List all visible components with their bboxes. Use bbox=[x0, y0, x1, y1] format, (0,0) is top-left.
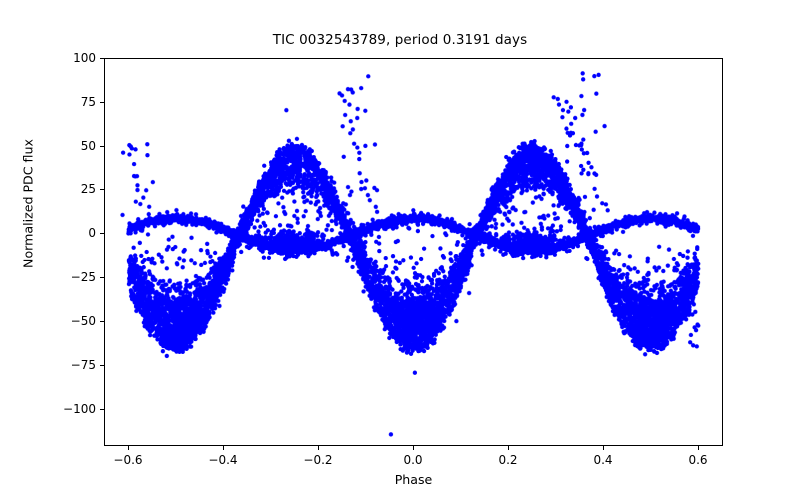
xtick-label: 0.6 bbox=[688, 453, 708, 467]
x-axis-label: Phase bbox=[394, 472, 433, 487]
xtick-mark bbox=[128, 446, 130, 450]
xtick-mark bbox=[603, 446, 605, 450]
xtick-label: −0.2 bbox=[303, 453, 333, 467]
ytick-label: −100 bbox=[63, 402, 96, 416]
ytick-mark bbox=[100, 321, 104, 323]
xtick-mark bbox=[413, 446, 415, 450]
ytick-mark bbox=[100, 102, 104, 104]
ytick-mark bbox=[100, 58, 104, 60]
ytick-label: 25 bbox=[80, 182, 96, 196]
y-axis-label: Normalized PDC flux bbox=[20, 139, 36, 268]
scatter-canvas bbox=[105, 59, 722, 445]
xtick-label: 0.0 bbox=[403, 453, 423, 467]
xtick-label: −0.6 bbox=[113, 453, 143, 467]
ytick-label: −75 bbox=[70, 358, 96, 372]
xtick-mark bbox=[223, 446, 225, 450]
ytick-label: −50 bbox=[70, 314, 96, 328]
chart-title: TIC 0032543789, period 0.3191 days bbox=[272, 32, 528, 48]
xtick-mark bbox=[508, 446, 510, 450]
ytick-label: −25 bbox=[70, 270, 96, 284]
xtick-mark bbox=[318, 446, 320, 450]
plot-area bbox=[104, 58, 723, 446]
ytick-mark bbox=[100, 365, 104, 367]
ytick-mark bbox=[100, 409, 104, 411]
xtick-mark bbox=[698, 446, 700, 450]
ytick-label: 0 bbox=[88, 226, 96, 240]
ytick-label: 75 bbox=[80, 95, 96, 109]
ytick-label: 50 bbox=[80, 139, 96, 153]
xtick-label: 0.2 bbox=[498, 453, 518, 467]
ytick-mark bbox=[100, 146, 104, 148]
xtick-label: −0.4 bbox=[208, 453, 238, 467]
ytick-mark bbox=[100, 277, 104, 279]
ytick-label: 100 bbox=[73, 51, 96, 65]
ytick-mark bbox=[100, 189, 104, 191]
ytick-mark bbox=[100, 233, 104, 235]
xtick-label: 0.4 bbox=[593, 453, 613, 467]
